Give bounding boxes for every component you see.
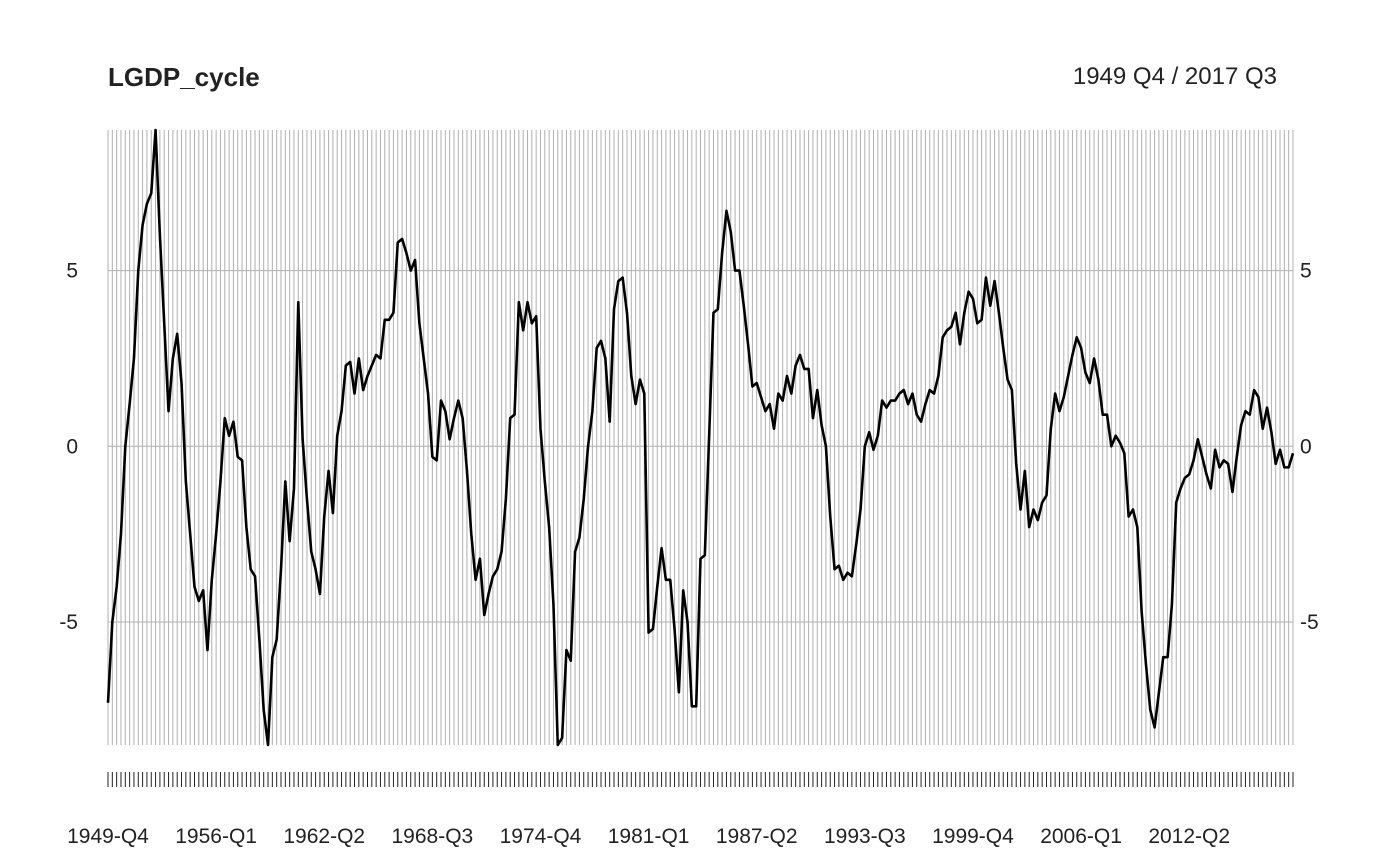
x-axis-tick-marks [107, 772, 1294, 787]
x-tick-label: 1993-Q3 [824, 825, 906, 848]
x-tick-label: 1949-Q4 [67, 825, 149, 848]
y-axis-right-labels: -5 0 5 [1300, 260, 1319, 634]
x-tick-label: 1968-Q3 [391, 825, 473, 848]
y-tick-label-right: -5 [1300, 611, 1319, 634]
x-tick-label: 1987-Q2 [716, 825, 798, 848]
x-tick-label: 1962-Q2 [283, 825, 365, 848]
y-tick-label-right: 5 [1300, 260, 1312, 283]
date-range-label: 1949 Q4 / 2017 Q3 [1072, 63, 1277, 90]
series-line [106, 128, 1295, 747]
x-tick-label: 2006-Q1 [1040, 825, 1122, 848]
y-tick-label-right: 0 [1300, 435, 1312, 458]
x-tick-label: 1999-Q4 [932, 825, 1014, 848]
series-layer [106, 128, 1295, 747]
x-tick-label: 1974-Q4 [500, 825, 582, 848]
y-tick-label-left: -5 [59, 611, 78, 634]
chart-title: LGDP_cycle [108, 62, 260, 92]
x-tick-label: 1981-Q1 [608, 825, 690, 848]
y-tick-label-left: 0 [66, 435, 78, 458]
x-axis-labels: 1949-Q4 1956-Q1 1962-Q2 1968-Q3 1974-Q4 1981-… [67, 825, 1230, 848]
y-tick-label-left: 5 [66, 260, 78, 283]
x-tick-label: 2012-Q2 [1148, 825, 1230, 848]
x-tick-label: 1956-Q1 [175, 825, 257, 848]
y-axis-left-labels: -5 0 5 [59, 260, 78, 634]
